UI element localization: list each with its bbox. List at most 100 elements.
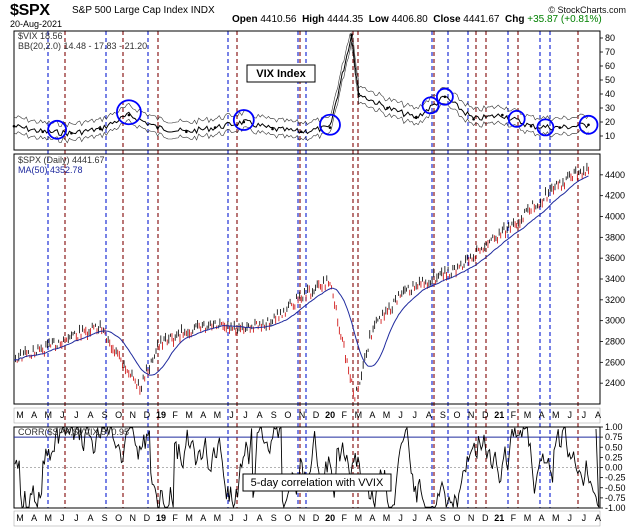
axis-tick-label: 2800: [605, 337, 625, 347]
month-axis-strip: [13, 407, 601, 424]
month-axis-label-bottom: F: [511, 513, 517, 523]
vix-spike-circle: [578, 114, 599, 135]
axis-tick-label: 40: [605, 89, 615, 99]
month-axis-label-bottom: S: [440, 513, 446, 523]
vix-data-point: [127, 113, 131, 117]
month-axis-label-bottom: 21: [494, 513, 504, 523]
axis-tick-label: 4400: [605, 170, 625, 180]
vix-spike-circle: [536, 118, 555, 137]
month-axis-label-bottom: S: [271, 513, 277, 523]
month-axis-label-bottom: O: [284, 513, 291, 523]
ticker-symbol: $SPX: [10, 2, 50, 19]
vix-annotation-text: VIX Index: [256, 68, 306, 80]
month-axis-label: M: [552, 410, 560, 420]
axis-tick-label: 3400: [605, 274, 625, 284]
axis-tick-label: 80: [605, 33, 615, 43]
vix-data-point: [299, 130, 303, 134]
vix-spike-circle: [47, 119, 67, 140]
month-axis-label: S: [271, 410, 277, 420]
vix-data-point: [213, 126, 217, 129]
vix-data-point: [529, 124, 533, 128]
axis-tick-label: 4200: [605, 191, 625, 201]
month-axis-label-bottom: O: [115, 513, 122, 523]
exchange-label: INDX: [190, 5, 215, 16]
axis-tick-label: 4000: [605, 212, 625, 222]
spx-panel-frame: [13, 153, 601, 405]
vix-data-point: [350, 33, 353, 37]
month-axis-label-bottom: F: [341, 513, 347, 523]
month-axis-label-bottom: A: [200, 513, 206, 523]
month-axis-label: J: [568, 410, 573, 420]
vix-spike-circle: [232, 109, 255, 131]
month-axis-label: A: [87, 410, 93, 420]
month-axis-label-bottom: M: [44, 513, 52, 523]
month-axis-label-bottom: A: [539, 513, 545, 523]
vix-bollinger-lower: [13, 41, 589, 144]
month-axis-label: M: [44, 410, 52, 420]
vix-data-point: [414, 116, 418, 120]
month-axis-label: M: [383, 410, 391, 420]
month-axis-label-bottom: J: [74, 513, 79, 523]
vix-annotation-box: [246, 64, 316, 83]
vix-spike-circle: [435, 87, 454, 106]
month-axis-label: D: [144, 410, 151, 420]
month-axis-label-bottom: M: [16, 513, 24, 523]
axis-tick-label: 0.50: [605, 442, 623, 452]
index-name: S&P 500 Large Cap Index: [72, 5, 189, 16]
vix-data-point: [185, 130, 188, 134]
vix-data-point: [472, 117, 475, 121]
axis-tick-label: 60: [605, 61, 615, 71]
vix-data-point: [328, 126, 332, 129]
corr-legend: CORR($SPX,$VVIX,5) 0.95: [18, 427, 129, 437]
axis-tick-label: 2400: [605, 378, 625, 388]
vix-data-point: [271, 127, 274, 131]
vix-data-point: [501, 113, 504, 117]
axis-tick-label: 2600: [605, 357, 625, 367]
corr-annotation-text: 5-day correlation with VVIX: [251, 477, 384, 489]
close-value: 4441.67: [463, 14, 500, 25]
vix-data-point: [386, 106, 389, 110]
axis-tick-label: 10: [605, 131, 615, 141]
month-axis-label: 20: [325, 410, 335, 420]
axis-tick-label: -0.50: [605, 483, 626, 493]
month-axis-label: F: [511, 410, 517, 420]
axis-tick-label: 70: [605, 47, 615, 57]
month-axis-strip-bottom: [13, 510, 601, 527]
chart-date: 20-Aug-2021: [10, 19, 63, 29]
axis-tick-label: 50: [605, 75, 615, 85]
month-axis-label: J: [60, 410, 65, 420]
vix-data-point: [41, 130, 45, 134]
vix-data-point: [587, 123, 590, 127]
month-axis-label-bottom: J: [582, 513, 587, 523]
open-value: 4410.56: [260, 14, 297, 25]
month-axis-label-bottom: A: [31, 513, 37, 523]
month-axis-label-bottom: M: [524, 513, 532, 523]
month-axis-label-bottom: F: [172, 513, 178, 523]
month-axis-label: O: [115, 410, 122, 420]
axis-tick-label: -1.00: [605, 503, 626, 513]
vix-data-point: [156, 126, 159, 129]
month-axis-label: A: [539, 410, 545, 420]
month-axis-label: O: [284, 410, 291, 420]
axis-tick-label: -0.25: [605, 473, 626, 483]
axis-tick-label: 3800: [605, 232, 625, 242]
low-value: 4406.80: [391, 14, 428, 25]
month-axis-label: J: [582, 410, 587, 420]
month-axis-label: S: [440, 410, 446, 420]
month-axis-label-bottom: A: [369, 513, 375, 523]
vix-panel-frame: [13, 30, 601, 151]
month-axis-label-bottom: M: [383, 513, 391, 523]
month-axis-label-bottom: N: [299, 513, 306, 523]
month-axis-label-bottom: N: [130, 513, 137, 523]
month-axis-label: D: [313, 410, 320, 420]
vix-spike-circle: [507, 109, 526, 128]
month-axis-label: F: [172, 410, 178, 420]
high-value: 4444.35: [327, 14, 364, 25]
month-axis-label: J: [74, 410, 79, 420]
month-axis-label: 19: [156, 410, 166, 420]
month-axis-label: A: [595, 410, 601, 420]
vix-data-point: [98, 127, 102, 131]
month-axis-label: S: [102, 410, 108, 420]
vix-spike-circle: [116, 99, 142, 126]
